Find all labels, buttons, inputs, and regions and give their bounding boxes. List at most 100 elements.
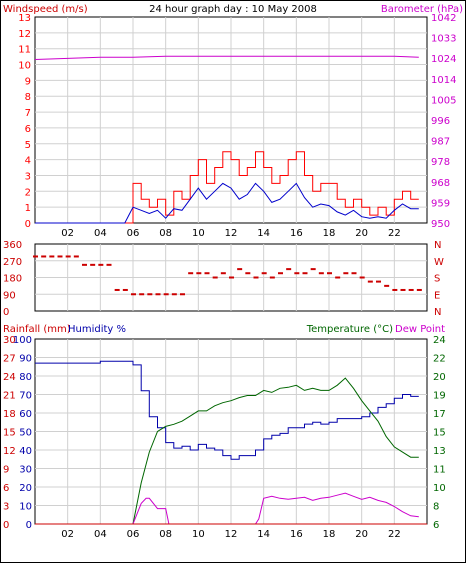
baro-y-tick-label: 968 (431, 178, 450, 189)
direction-point (171, 293, 177, 296)
direction-point (302, 272, 308, 275)
temp-y-tick-label: 22 (433, 354, 446, 365)
temp-y-tick-label: 17 (433, 409, 446, 420)
direction-point (82, 263, 87, 266)
direction-point (98, 263, 104, 266)
rain-y-tick-label: 6 (3, 483, 9, 494)
temp-y-tick-label: 10 (433, 483, 446, 494)
temp-y-tick-label: 6 (433, 520, 439, 531)
humidity-y-tick-label: 0 (26, 520, 32, 531)
x-tick-label: 18 (323, 529, 336, 540)
x-tick-label: 14 (257, 228, 270, 239)
x-tick-label: 12 (225, 228, 238, 239)
direction-point (155, 293, 161, 296)
direction-point (400, 288, 406, 291)
x-tick-label: 06 (127, 529, 140, 540)
direction-point (384, 284, 390, 287)
direction-point (122, 288, 128, 291)
baro-y-tick-label: 1005 (431, 95, 456, 106)
direction-y-tick-label: 0 (3, 307, 9, 318)
dewpoint-label: Dew Point (395, 324, 445, 335)
rain-y-tick-label: 15 (3, 428, 16, 439)
direction-point (367, 280, 373, 283)
gust-line (35, 151, 419, 224)
temp-y-tick-label: 20 (433, 372, 446, 383)
direction-point (180, 293, 185, 296)
direction-point (188, 272, 194, 275)
baro-y-tick-label: 1014 (431, 75, 456, 86)
temp-humidity-panel: Rainfall (mm) Humidity % Temperature (°C… (3, 324, 446, 540)
wind-y-tick-label: 12 (18, 29, 31, 40)
direction-point (343, 272, 349, 275)
humidity-y-tick-label: 10 (19, 502, 32, 513)
direction-point (212, 276, 218, 279)
x-tick-label: 22 (388, 228, 401, 239)
compass-label: E (434, 290, 440, 301)
wind-y-tick-label: 4 (25, 156, 31, 167)
humidity-y-tick-label: 20 (19, 483, 32, 494)
direction-point (33, 255, 38, 258)
direction-point (376, 280, 381, 283)
baro-y-tick-label: 1033 (431, 34, 456, 45)
baro-line (34, 55, 419, 60)
direction-point (408, 288, 414, 291)
temperature-label: Temperature (°C) (306, 324, 393, 335)
direction-point (65, 255, 71, 258)
baro-y-tick-label: 996 (431, 116, 450, 127)
rain-y-tick-label: 12 (3, 446, 16, 457)
direction-point (106, 263, 112, 266)
wind-baro-panel: Windspeed (m/s) 24 hour graph day : 10 M… (3, 4, 463, 239)
wind-y-tick-label: 11 (18, 45, 31, 56)
rain-y-tick-label: 27 (3, 354, 16, 365)
direction-point (90, 263, 96, 266)
direction-point (351, 272, 357, 275)
compass-label: N (434, 307, 441, 318)
direction-point (73, 255, 79, 258)
direction-point (139, 293, 145, 296)
humidity-y-tick-label: 100 (13, 335, 32, 346)
direction-point (278, 272, 283, 275)
direction-point (49, 255, 55, 258)
x-tick-label: 02 (61, 228, 74, 239)
direction-point (237, 268, 243, 271)
direction-point (131, 293, 136, 296)
humidity-y-tick-label: 60 (19, 409, 32, 420)
baro-y-tick-label: 959 (431, 198, 450, 209)
temp-y-tick-label: 19 (433, 391, 446, 402)
rain-y-tick-label: 0 (3, 520, 9, 531)
compass-label: W (434, 257, 444, 268)
wind-y-tick-label: 13 (18, 13, 31, 24)
temp-y-tick-label: 8 (433, 502, 439, 513)
x-tick-label: 16 (290, 228, 303, 239)
x-tick-label: 06 (127, 228, 140, 239)
x-tick-label: 18 (323, 228, 336, 239)
direction-point (147, 293, 153, 296)
compass-label: S (434, 274, 440, 285)
humidity-y-tick-label: 80 (19, 372, 32, 383)
direction-point (359, 276, 365, 279)
rain-y-tick-label: 18 (3, 409, 16, 420)
humidity-y-tick-label: 90 (19, 354, 32, 365)
direction-point (261, 272, 267, 275)
temperature-line (35, 377, 419, 525)
direction-y-tick-label: 180 (3, 274, 22, 285)
direction-point (269, 276, 275, 279)
baro-y-tick-label: 987 (431, 137, 450, 148)
x-tick-label: 08 (159, 228, 172, 239)
x-tick-label: 04 (94, 529, 107, 540)
direction-point (416, 288, 422, 291)
x-tick-label: 02 (61, 529, 74, 540)
wind-y-tick-label: 9 (25, 76, 31, 87)
wind-y-tick-label: 0 (25, 219, 31, 230)
x-tick-label: 10 (192, 228, 205, 239)
direction-point (114, 288, 120, 291)
wind-y-tick-label: 3 (25, 171, 31, 182)
direction-y-tick-label: 90 (3, 290, 16, 301)
x-tick-label: 04 (94, 228, 107, 239)
wind-y-tick-label: 2 (25, 187, 31, 198)
compass-label: N (434, 240, 441, 251)
direction-point (220, 272, 226, 275)
wind_avg-line (35, 182, 419, 224)
